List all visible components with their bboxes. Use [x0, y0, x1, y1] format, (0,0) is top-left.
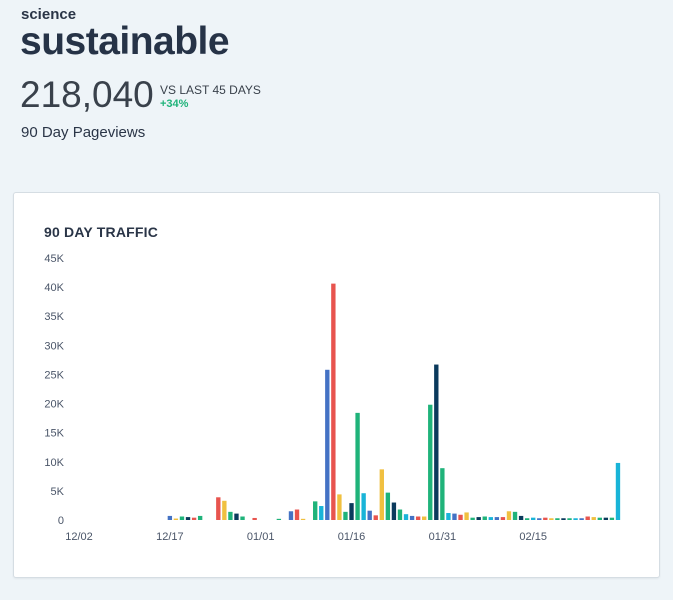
chart-bar[interactable] [597, 517, 602, 520]
x-tick-label: 01/01 [247, 531, 275, 543]
chart-bar[interactable] [458, 514, 463, 520]
chart-bar[interactable] [518, 515, 524, 520]
chart-bar[interactable] [512, 511, 518, 520]
chart-bar[interactable] [179, 516, 185, 520]
chart-bar[interactable] [228, 511, 233, 520]
chart-bar[interactable] [494, 517, 500, 520]
traffic-card: 90 DAY TRAFFIC 0 5K 10K 15K 20K 25K 30K 35K 40K 4… [13, 192, 660, 578]
chart-bar[interactable] [313, 501, 318, 520]
chart-bar[interactable] [234, 513, 239, 520]
chart-bar[interactable] [567, 518, 572, 520]
chart-bar[interactable] [319, 506, 324, 520]
chart-bar[interactable] [488, 517, 493, 520]
x-tick-label: 01/16 [338, 531, 366, 543]
traffic-chart: 0 5K 10K 15K 20K 25K 30K 35K 40K 45K 12/02 12/17 01/… [44, 253, 621, 543]
chart-bar[interactable] [379, 469, 384, 520]
x-tick-label: 01/31 [429, 531, 457, 543]
change-percent: +34% [160, 98, 189, 110]
chart-bar[interactable] [355, 412, 360, 520]
chart-bar[interactable] [452, 513, 457, 520]
chart-bar[interactable] [397, 509, 403, 520]
chart-bar[interactable] [524, 518, 530, 520]
chart-bar[interactable] [482, 516, 487, 520]
y-tick-label: 40K [44, 282, 64, 294]
chart-bar[interactable] [185, 517, 191, 520]
chart-bar[interactable] [470, 517, 475, 520]
chart-bar[interactable] [531, 517, 536, 520]
chart-bar[interactable] [428, 404, 433, 520]
chart-bar[interactable] [325, 369, 330, 520]
chart-bar[interactable] [385, 492, 391, 520]
chart-bar[interactable] [500, 517, 506, 520]
chart-bar[interactable] [361, 493, 366, 520]
chart-bar[interactable] [349, 503, 354, 520]
y-tick-label: 30K [44, 340, 64, 352]
chart-bar[interactable] [337, 494, 342, 520]
chart-bar[interactable] [240, 516, 245, 520]
y-tick-label: 0 [58, 515, 64, 527]
chart-bar[interactable] [440, 468, 445, 520]
chart-bar[interactable] [391, 502, 397, 520]
chart-bar[interactable] [579, 518, 584, 520]
chart-bar[interactable] [415, 516, 421, 520]
x-tick-label: 02/15 [519, 531, 547, 543]
chart-bar[interactable] [173, 518, 179, 520]
chart-bar[interactable] [167, 515, 173, 520]
chart-bar[interactable] [615, 462, 621, 520]
y-tick-label: 20K [44, 399, 64, 411]
section-label: science [21, 6, 77, 23]
chart-bar[interactable] [294, 509, 300, 520]
chart-bar[interactable] [222, 500, 227, 520]
chart-bar[interactable] [422, 516, 427, 520]
chart-bar[interactable] [252, 517, 257, 520]
chart-bar[interactable] [191, 517, 197, 520]
chart-bar[interactable] [276, 518, 282, 520]
chart-bar[interactable] [434, 364, 439, 520]
chart-bar[interactable] [197, 515, 203, 520]
chart-bar[interactable] [331, 283, 336, 520]
y-tick-label: 10K [44, 457, 64, 469]
chart-bar[interactable] [591, 517, 596, 520]
comparison-label: VS LAST 45 DAYS [160, 83, 261, 97]
page-title: sustainable [20, 20, 230, 63]
stat-caption: 90 Day Pageviews [21, 124, 146, 141]
chart-bar[interactable] [543, 517, 548, 520]
chart-bar[interactable] [300, 518, 306, 520]
chart-bar[interactable] [555, 518, 560, 520]
chart-bar[interactable] [373, 515, 378, 520]
chart-bar[interactable] [561, 518, 566, 520]
x-tick-label: 12/02 [65, 531, 93, 543]
chart-bar[interactable] [585, 516, 590, 520]
chart-bar[interactable] [288, 511, 294, 520]
chart-bar[interactable] [506, 511, 512, 520]
chart-bar[interactable] [609, 517, 615, 520]
chart-bar[interactable] [216, 497, 221, 520]
chart-bar[interactable] [367, 510, 372, 520]
y-tick-label: 35K [44, 311, 64, 323]
chart-bar[interactable] [446, 513, 451, 520]
y-tick-label: 5K [51, 486, 65, 498]
chart-bar[interactable] [573, 518, 578, 520]
y-tick-label: 25K [44, 369, 64, 381]
y-tick-label: 45K [44, 253, 64, 265]
chart-bar[interactable] [409, 515, 415, 520]
chart-bar[interactable] [537, 518, 542, 520]
pageviews-total: 218,040 [20, 74, 154, 115]
chart-bar[interactable] [603, 517, 609, 520]
chart-title: 90 DAY TRAFFIC [44, 224, 159, 240]
chart-bar[interactable] [343, 511, 348, 520]
chart-bar[interactable] [464, 512, 469, 520]
x-tick-label: 12/17 [156, 531, 184, 543]
y-tick-label: 15K [44, 428, 64, 440]
chart-bar[interactable] [403, 514, 409, 520]
chart-bar[interactable] [476, 517, 481, 520]
chart-bar[interactable] [549, 518, 554, 520]
